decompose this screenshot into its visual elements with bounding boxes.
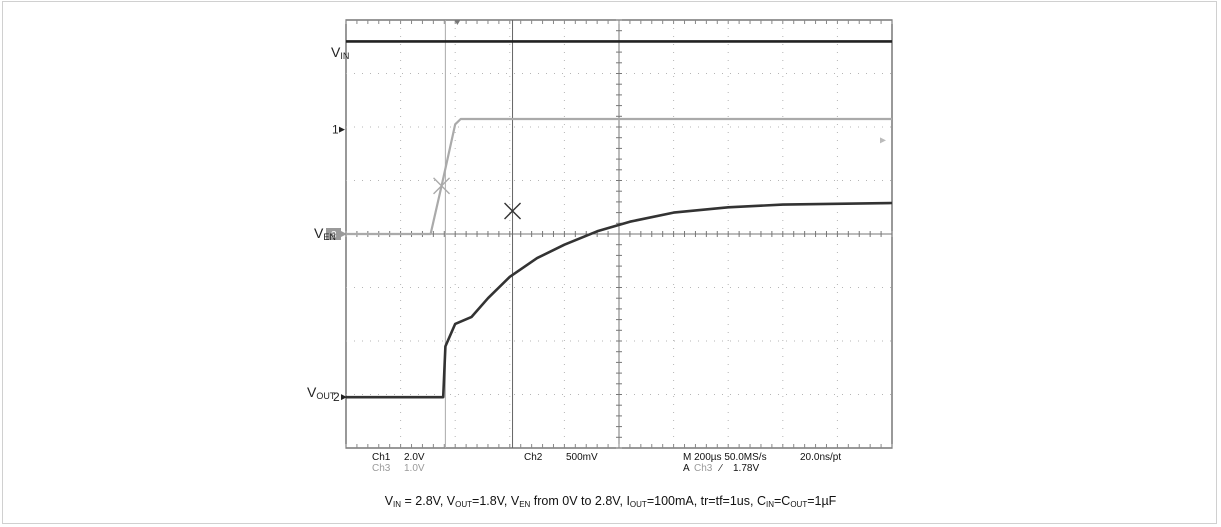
figure-caption: VIN = 2.8V, VOUT=1.8V, VEN from 0V to 2.… <box>384 494 837 509</box>
cross-marker <box>504 202 522 220</box>
ven-label: VEN <box>314 225 336 242</box>
ch3-label: Ch3 <box>372 463 391 474</box>
ch1-ref-arrow-icon <box>339 126 345 133</box>
vout-label: VOUT <box>307 384 336 401</box>
ch3-scale: 1.0V <box>404 463 425 474</box>
trigger-level-icon <box>880 137 886 144</box>
ch1-label: Ch1 <box>372 452 391 463</box>
ch3-ref-badge <box>326 228 341 240</box>
trigger-a-label: A <box>683 463 690 474</box>
ch2-scale: 500mV <box>566 452 598 463</box>
ch1-ref-marker: 1 <box>332 123 339 137</box>
series-v-out-trace <box>346 201 893 399</box>
timebase-readout: M 200µs 50.0MS/s <box>683 452 767 463</box>
ch2-ref-marker: 2 <box>333 390 340 404</box>
record-length-readout: 20.0ns/pt <box>800 452 842 463</box>
trigger-channel: Ch3 <box>694 463 713 474</box>
trigger-level: 1.78V <box>733 463 760 474</box>
ch1-scale: 2.0V <box>404 452 425 463</box>
ch3-ref-marker: 3 <box>331 230 337 241</box>
trigger-slope-icon: ∕ <box>720 463 722 474</box>
ch2-label: Ch2 <box>524 452 543 463</box>
vin-label: VIN <box>331 44 350 61</box>
ch3-ref-arrow-icon <box>341 231 347 237</box>
cross-marker <box>433 177 451 195</box>
series-v-en-trace <box>346 117 892 236</box>
ch2-ref-arrow-icon <box>341 394 347 401</box>
trigger-position-icon <box>454 20 461 25</box>
